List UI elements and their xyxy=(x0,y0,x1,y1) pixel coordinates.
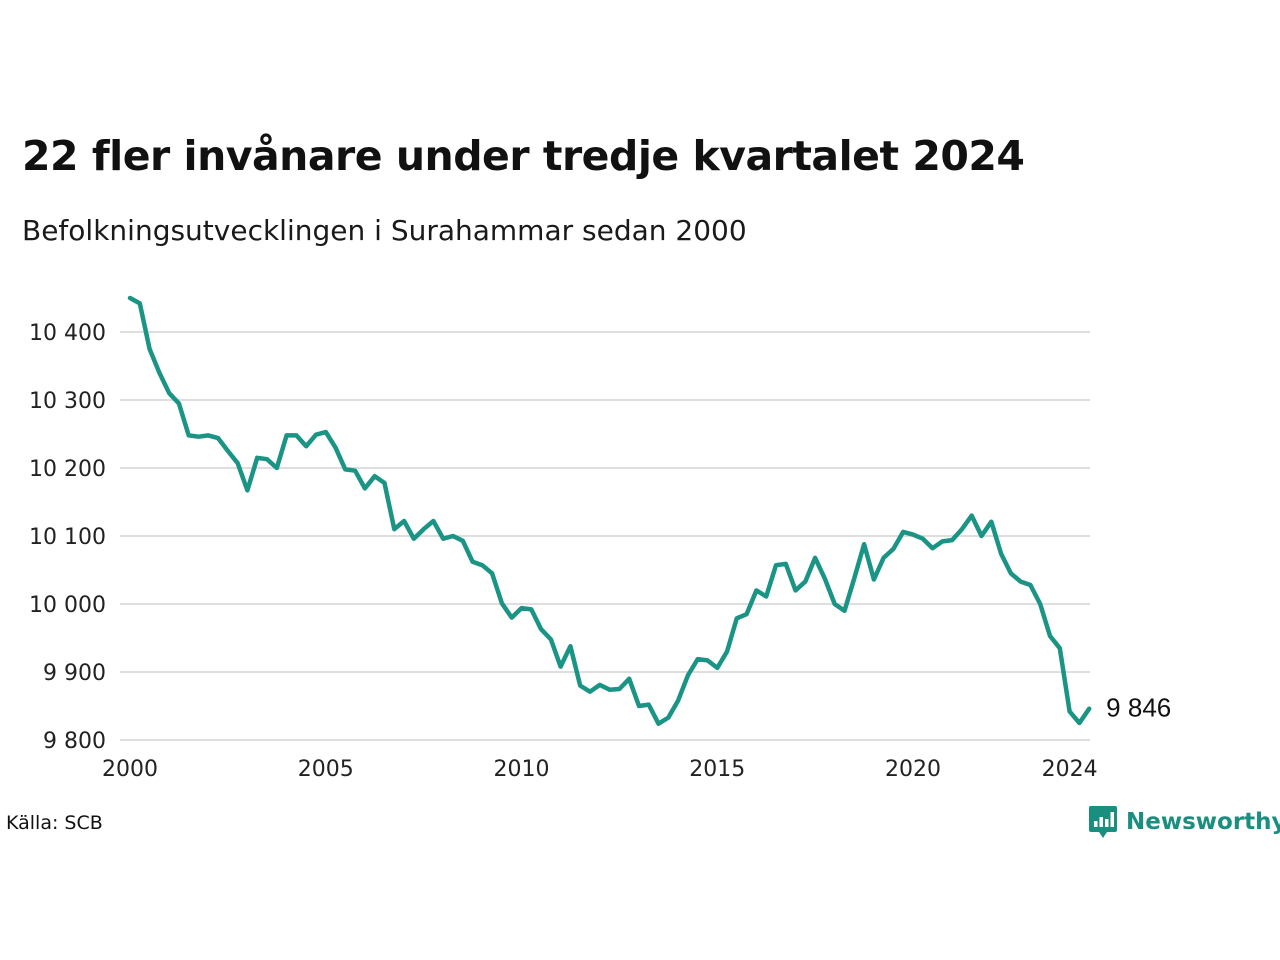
x-tick-label: 2010 xyxy=(494,757,550,782)
y-tick-label: 10 300 xyxy=(29,389,106,414)
x-tick-label: 2015 xyxy=(689,757,745,782)
newsworthy-logo-icon xyxy=(1089,806,1117,838)
chart-subtitle: Befolkningsutvecklingen i Surahammar sed… xyxy=(22,214,747,247)
series-line xyxy=(127,295,1092,726)
end-value-label: 9 846 xyxy=(1106,693,1171,723)
y-tick-label: 10 200 xyxy=(29,457,106,482)
x-tick-label: 2000 xyxy=(102,757,158,782)
x-tick-label: 2005 xyxy=(298,757,354,782)
x-tick-label: 2024 xyxy=(1042,757,1098,782)
y-tick-label: 9 900 xyxy=(43,661,106,686)
y-tick-label: 10 000 xyxy=(29,593,106,618)
newsworthy-logo-text: Newsworthy xyxy=(1126,809,1280,835)
x-tick-label: 2020 xyxy=(885,757,941,782)
source-note: Källa: SCB xyxy=(6,812,103,834)
chart-title: 22 fler invånare under tredje kvartalet … xyxy=(22,132,1025,180)
newsworthy-logo: Newsworthy xyxy=(1088,804,1280,840)
y-tick-label: 10 100 xyxy=(29,525,106,550)
y-tick-label: 9 800 xyxy=(43,729,106,754)
y-tick-label: 10 400 xyxy=(29,321,106,346)
